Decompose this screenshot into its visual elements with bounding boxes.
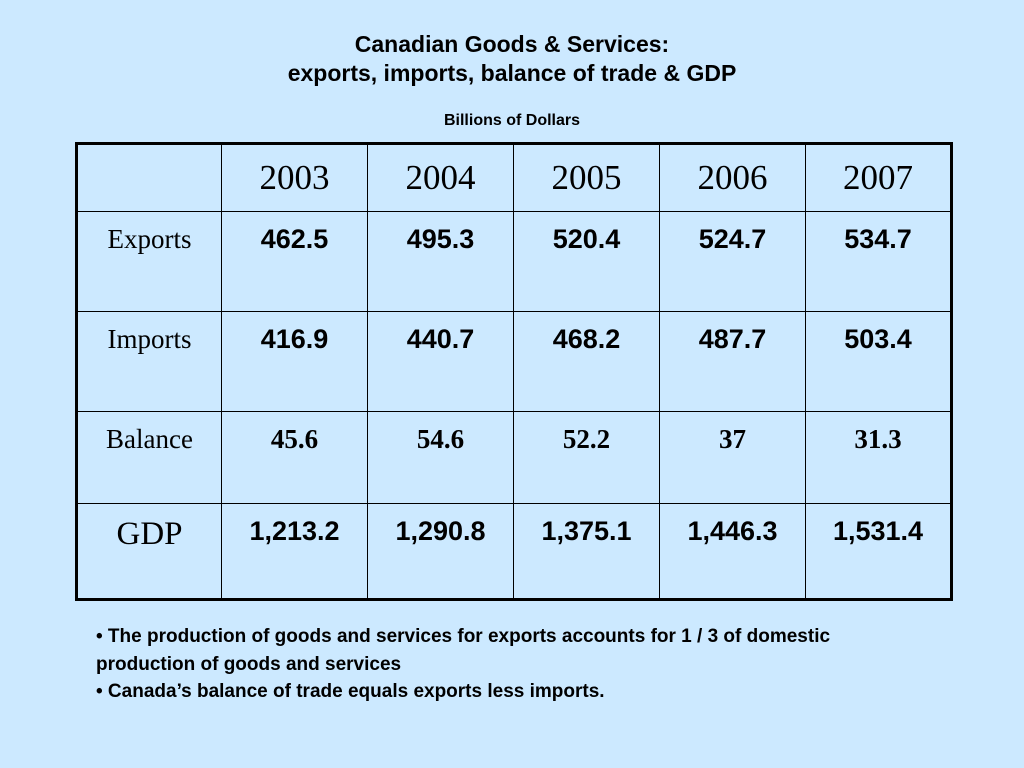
table-row-imports: Imports 416.9 440.7 468.2 487.7 503.4 [76, 311, 952, 412]
row-label: GDP [76, 503, 222, 600]
table-row-exports: Exports 462.5 495.3 520.4 524.7 534.7 [76, 211, 952, 312]
table-cell: 468.2 [513, 311, 660, 412]
notes-list: • The production of goods and services f… [96, 623, 916, 706]
table-cell: 1,375.1 [513, 503, 660, 600]
table-cell: 45.6 [221, 411, 368, 504]
table-cell: 52.2 [513, 411, 660, 504]
table-cell: 503.4 [805, 311, 952, 412]
table-cell: 440.7 [367, 311, 514, 412]
table-cell: 487.7 [659, 311, 806, 412]
slide-title: Canadian Goods & Services: exports, impo… [0, 30, 1024, 88]
table-cell: 37 [659, 411, 806, 504]
table-cell: 54.6 [367, 411, 514, 504]
year-header: 2007 [805, 143, 952, 212]
year-header: 2004 [367, 143, 514, 212]
year-header: 2006 [659, 143, 806, 212]
note-item: • Canada’s balance of trade equals expor… [96, 681, 605, 702]
corner-cell [76, 143, 222, 212]
table-cell: 1,290.8 [367, 503, 514, 600]
title-line-1: Canadian Goods & Services: [354, 31, 670, 57]
table-cell: 462.5 [221, 211, 368, 312]
table-cell: 1,446.3 [659, 503, 806, 600]
note-item: • The production of goods and services f… [96, 626, 831, 675]
table-cell: 1,213.2 [221, 503, 368, 600]
table-cell: 1,531.4 [805, 503, 952, 600]
table-cell: 524.7 [659, 211, 806, 312]
row-label: Exports [76, 211, 222, 312]
year-header-row: 2003 2004 2005 2006 2007 [76, 143, 952, 212]
table-cell: 416.9 [221, 311, 368, 412]
table-cell: 31.3 [805, 411, 952, 504]
units-subtitle: Billions of Dollars [443, 112, 580, 129]
row-label: Imports [76, 311, 222, 412]
year-header: 2003 [221, 143, 368, 212]
trade-table: 2003 2004 2005 2006 2007 Exports 462.5 4… [75, 142, 953, 601]
table-row-balance: Balance 45.6 54.6 52.2 37 31.3 [76, 411, 952, 504]
year-header: 2005 [513, 143, 660, 212]
title-line-2: exports, imports, balance of trade & GDP [287, 60, 737, 86]
table-cell: 520.4 [513, 211, 660, 312]
table-row-gdp: GDP 1,213.2 1,290.8 1,375.1 1,446.3 1,53… [76, 503, 952, 600]
table-cell: 495.3 [367, 211, 514, 312]
row-label: Balance [76, 411, 222, 504]
table-cell: 534.7 [805, 211, 952, 312]
